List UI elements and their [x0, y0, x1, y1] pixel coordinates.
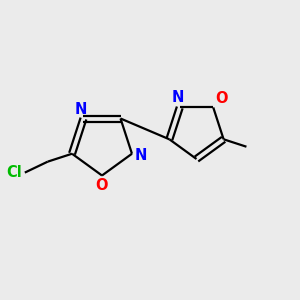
Text: O: O	[96, 178, 108, 193]
Text: Cl: Cl	[6, 165, 22, 180]
Text: N: N	[75, 102, 87, 117]
Text: O: O	[215, 91, 227, 106]
Text: N: N	[135, 148, 147, 163]
Text: N: N	[172, 90, 184, 105]
